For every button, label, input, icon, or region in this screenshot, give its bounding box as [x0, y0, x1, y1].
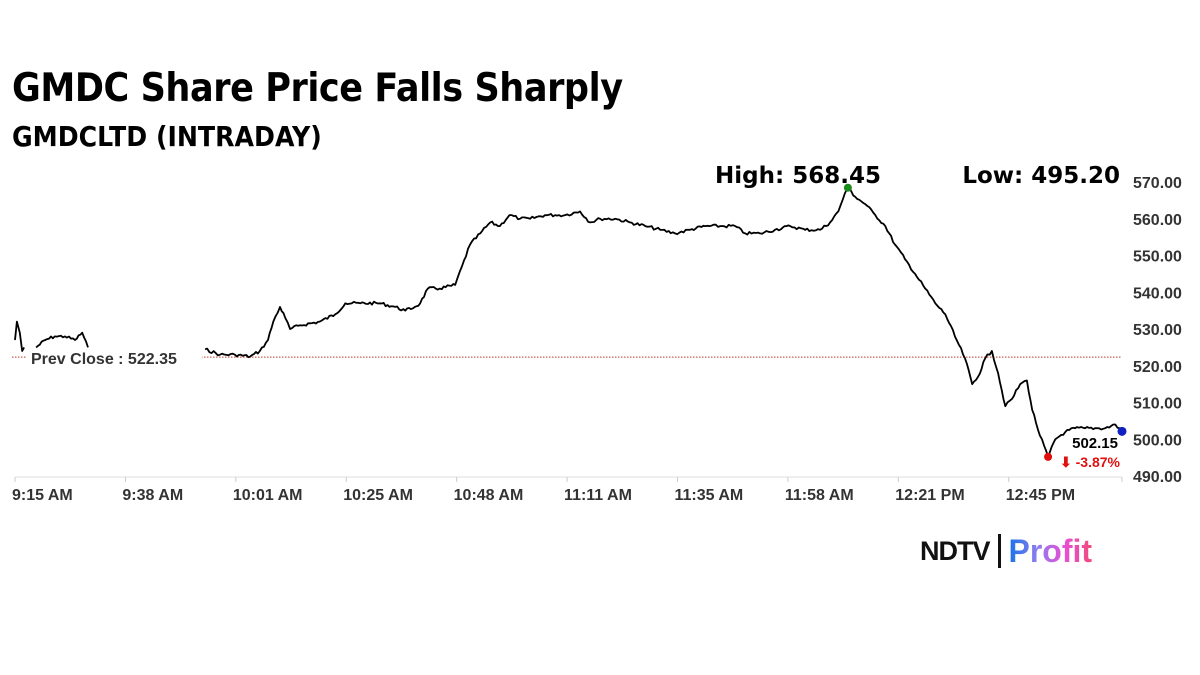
high-point-marker [843, 183, 852, 192]
y-tick-label: 490.00 [1133, 469, 1182, 486]
y-tick-label: 530.00 [1133, 322, 1182, 339]
y-tick-label: 550.00 [1133, 249, 1182, 266]
logo-ndtv: NDTV [920, 535, 990, 566]
x-tick-label: 11:58 AM [785, 487, 854, 504]
low-point-marker [1044, 452, 1053, 461]
x-tick-label: 9:15 AM [12, 487, 73, 504]
price-line-segment [14, 320, 25, 352]
logo-divider [997, 534, 1001, 568]
x-tick-label: 10:01 AM [233, 487, 303, 504]
prev-close-label-bg [26, 348, 202, 367]
high-label: High: 568.45 [715, 163, 881, 189]
prev-close-label: Prev Close : 522.35 [31, 351, 177, 368]
chart-subtitle: GMDCLTD (INTRADAY) [12, 120, 322, 153]
x-tick-label: 11:11 AM [564, 487, 632, 504]
price-line-segment [204, 186, 1123, 458]
x-tick-label: 12:21 PM [895, 487, 964, 504]
last-price-marker [1117, 426, 1127, 436]
last-price-label: 502.15 [1072, 435, 1118, 452]
low-label: Low: 495.20 [962, 163, 1120, 189]
logo-profit: Profit [1008, 532, 1093, 569]
change-percent-label: ⬇ -3.87% [1060, 454, 1121, 470]
x-tick-label: 10:25 AM [343, 487, 413, 504]
chart-title: GMDC Share Price Falls Sharply [12, 66, 623, 111]
y-tick-label: 510.00 [1133, 396, 1182, 413]
x-tick-label: 10:48 AM [454, 487, 524, 504]
x-tick-label: 12:45 PM [1006, 487, 1075, 504]
ndtv-profit-logo: NDTV Profit [920, 533, 1092, 569]
y-tick-label: 570.00 [1133, 175, 1182, 192]
y-tick-label: 540.00 [1133, 285, 1182, 302]
y-tick-label: 560.00 [1133, 212, 1182, 229]
y-tick-label: 520.00 [1133, 359, 1182, 376]
x-tick-label: 11:35 AM [674, 487, 743, 504]
price-line-segment [35, 331, 89, 349]
y-tick-label: 500.00 [1133, 432, 1182, 449]
x-tick-label: 9:38 AM [122, 487, 183, 504]
